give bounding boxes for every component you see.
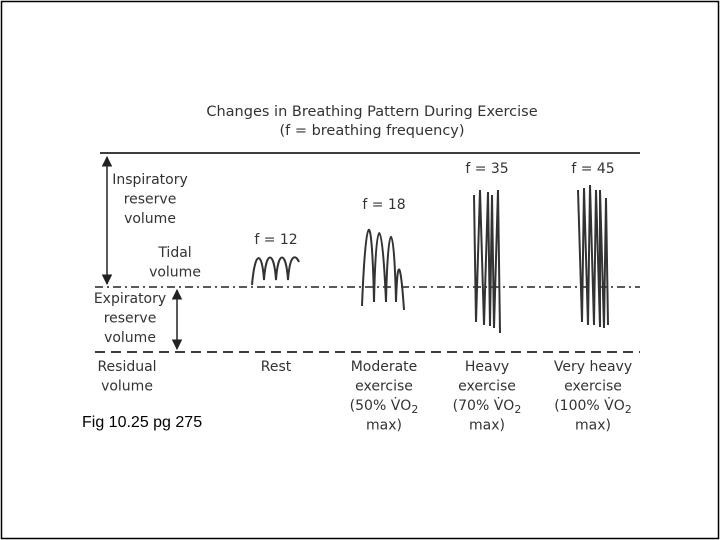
frequency-label: f = 12	[254, 232, 297, 248]
label-text: (100% V̇O	[554, 397, 625, 414]
volume-label: volume	[124, 211, 176, 227]
volume-label: reserve	[124, 192, 177, 208]
very-heavy-wave	[577, 184, 609, 329]
subscript: 2	[625, 403, 632, 416]
volume-label: Residual	[97, 359, 156, 375]
label-text: max)	[575, 418, 611, 434]
condition-label: Rest	[261, 359, 292, 375]
title-line: (f = breathing frequency)	[279, 123, 464, 139]
heavy-wave	[473, 189, 501, 334]
volume-label: volume	[101, 379, 153, 395]
title-line: Changes in Breathing Pattern During Exer…	[206, 104, 537, 120]
label-text: exercise	[458, 379, 516, 395]
condition-label: (70% V̇O2	[453, 397, 522, 416]
condition-label: Moderate	[351, 359, 418, 375]
subscript: 2	[411, 403, 418, 416]
condition-label: (100% V̇O2	[554, 397, 632, 416]
volume-label: Tidal	[157, 245, 191, 261]
volume-label: volume	[104, 330, 156, 346]
volume-label: volume	[149, 265, 201, 281]
condition-label: (50% V̇O2	[350, 397, 419, 416]
frequency-label: f = 35	[465, 161, 508, 177]
condition-label: max)	[575, 418, 611, 434]
label-text: Very heavy	[554, 359, 632, 375]
label-text: max)	[469, 418, 505, 434]
frequency-label: f = 45	[571, 161, 614, 177]
waveforms	[251, 184, 609, 334]
label-text: Moderate	[351, 359, 418, 375]
labels: Changes in Breathing Pattern During Exer…	[82, 104, 632, 434]
volume-label: reserve	[104, 311, 157, 327]
condition-label: exercise	[355, 379, 413, 395]
condition-label: exercise	[458, 379, 516, 395]
label-text: exercise	[355, 379, 413, 395]
condition-label: max)	[366, 418, 402, 434]
condition-label: max)	[469, 418, 505, 434]
caption: Fig 10.25 pg 275	[82, 414, 202, 431]
condition-label: Heavy	[465, 359, 509, 375]
frequency-label: f = 18	[362, 197, 405, 213]
condition-label: Very heavy	[554, 359, 632, 375]
moderate-wave	[361, 228, 405, 311]
subscript: 2	[514, 403, 521, 416]
label-text: Rest	[261, 359, 292, 375]
volume-label: Inspiratory	[112, 172, 188, 188]
label-text: exercise	[564, 379, 622, 395]
volume-label: Expiratory	[94, 291, 166, 307]
label-text: Heavy	[465, 359, 509, 375]
rest-wave	[251, 256, 300, 286]
label-text: (70% V̇O	[453, 397, 515, 414]
label-text: (50% V̇O	[350, 397, 412, 414]
label-text: max)	[366, 418, 402, 434]
condition-label: exercise	[564, 379, 622, 395]
